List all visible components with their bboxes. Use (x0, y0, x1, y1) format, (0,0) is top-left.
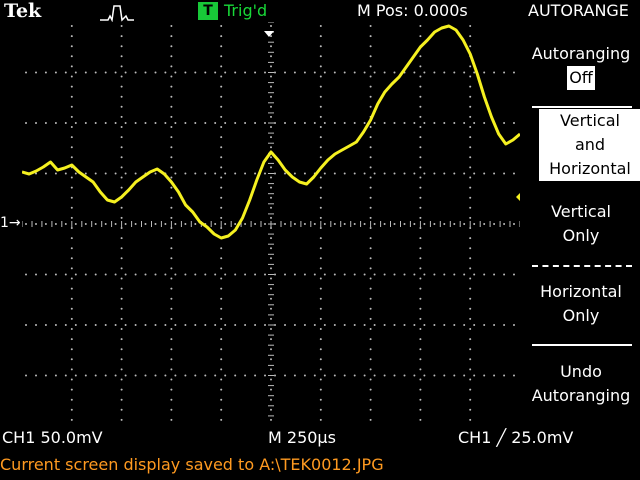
option-label-line: Undo (560, 362, 602, 381)
graticule-grid (22, 22, 520, 421)
trigger-status-text: Trig'd (224, 1, 268, 20)
trigger-level-marker (516, 193, 520, 201)
menu-divider (532, 344, 632, 346)
menu-divider (532, 265, 632, 267)
ch1-vertical-scale: CH1 50.0mV (2, 428, 103, 447)
option-label-line: and (574, 135, 606, 154)
option-label-line: Only (562, 226, 600, 245)
menu-title: AUTORANGE (528, 1, 629, 20)
autoranging-value: Off (567, 66, 595, 90)
option-label-line: Horizontal (540, 282, 622, 301)
acquisition-mode-icon (100, 5, 134, 22)
brand-logo: Tek (4, 0, 42, 22)
option-label-line: Only (562, 306, 600, 325)
option-label-line: Vertical (551, 202, 611, 221)
autoranging-label: Autoranging (531, 44, 631, 63)
channel1-ground-marker: 1→ (0, 215, 21, 231)
option-label-line: Autoranging (531, 386, 631, 405)
trigger-readout: CH1 ╱ 25.0mV (458, 428, 574, 447)
autoranging-option[interactable]: Autoranging Off (522, 42, 640, 90)
bottom-status-row: CH1 50.0mV M 250µs CH1 ╱ 25.0mV (0, 426, 640, 450)
autorange-side-menu: Autoranging Off Vertical and Horizontal … (522, 22, 640, 426)
trigger-position-marker (264, 31, 274, 37)
vertical-and-horizontal-option[interactable]: Vertical and Horizontal (538, 108, 640, 182)
horizontal-position-readout: M Pos: 0.000s (357, 1, 468, 20)
trigger-status-badge: T (198, 2, 218, 20)
horizontal-only-option[interactable]: Horizontal Only (522, 280, 640, 328)
menu-divider (532, 106, 632, 108)
waveform-graticule (22, 22, 520, 426)
save-message: Current screen display saved to A:\TEK00… (0, 455, 384, 474)
option-label-line: Horizontal (549, 159, 631, 178)
timebase-readout: M 250µs (268, 428, 336, 447)
channel1-waveform (22, 24, 520, 240)
top-status-bar: Tek T Trig'd M Pos: 0.000s AUTORANGE (0, 0, 640, 22)
option-label-line: Vertical (560, 111, 620, 130)
vertical-only-option[interactable]: Vertical Only (522, 200, 640, 248)
undo-autoranging-option[interactable]: Undo Autoranging (522, 360, 640, 408)
